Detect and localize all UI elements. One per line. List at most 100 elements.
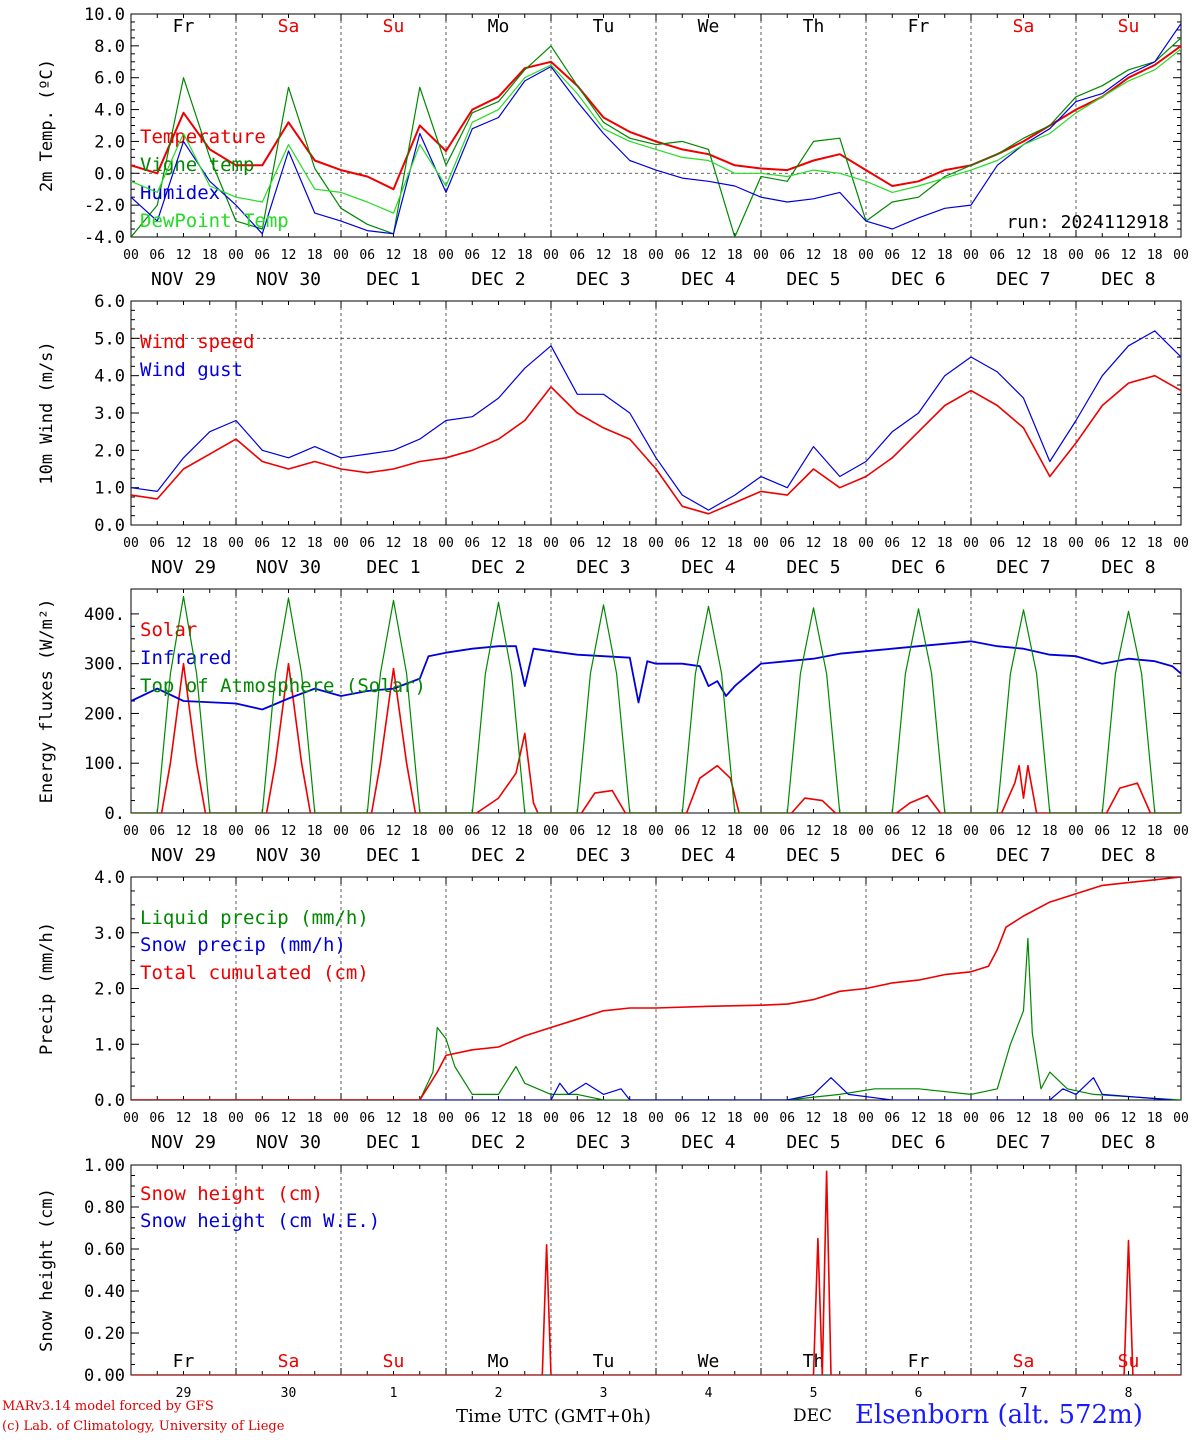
hour-tick-label: 00 xyxy=(753,248,769,263)
hour-tick-label: 12 xyxy=(701,248,717,263)
y-tick-label: 0.20 xyxy=(84,1324,125,1344)
date-label: DEC 1 xyxy=(366,557,420,578)
hour-tick-label: 06 xyxy=(569,1111,585,1126)
hour-tick-label: 18 xyxy=(517,1111,533,1126)
hour-tick-label: 00 xyxy=(648,248,664,263)
date-label: DEC 1 xyxy=(366,269,420,290)
day-number-label: 3 xyxy=(600,1386,608,1401)
y-tick-label: 3.0 xyxy=(94,404,125,424)
day-number-label: 4 xyxy=(705,1386,713,1401)
hour-tick-label: 12 xyxy=(386,536,402,551)
day-name-label: Fr xyxy=(173,16,195,37)
day-name-label: Th xyxy=(803,16,825,37)
hour-tick-label: 06 xyxy=(464,248,480,263)
y-tick-label: 0. xyxy=(105,804,125,824)
hour-tick-label: 06 xyxy=(884,536,900,551)
hour-tick-label: 18 xyxy=(622,248,638,263)
hour-tick-label: 00 xyxy=(858,1111,874,1126)
hour-tick-label: 06 xyxy=(254,1111,270,1126)
hour-tick-label: 18 xyxy=(202,248,218,263)
hour-tick-label: 12 xyxy=(281,824,297,839)
plot-frame xyxy=(130,13,1182,238)
y-tick-label: 300. xyxy=(84,655,125,675)
series-line-2 xyxy=(131,640,1181,711)
y-tick-label: 4.0 xyxy=(94,868,125,888)
date-label: DEC 4 xyxy=(681,1132,735,1153)
date-label: DEC 4 xyxy=(681,845,735,866)
hour-tick-label: 06 xyxy=(464,824,480,839)
hour-tick-label: 06 xyxy=(569,248,585,263)
legend-entry: Solar xyxy=(140,619,197,641)
y-tick-label: 2.0 xyxy=(94,980,125,1000)
legend-entry: Liquid precip (mm/h) xyxy=(140,907,369,929)
hour-tick-label: 00 xyxy=(1068,536,1084,551)
legend-entry: Snow height (cm W.E.) xyxy=(140,1210,380,1232)
day-name-label: Mo xyxy=(488,16,510,37)
hour-tick-label: 06 xyxy=(254,824,270,839)
day-name-label: Su xyxy=(383,1351,405,1372)
hour-tick-label: 00 xyxy=(1173,248,1189,263)
series-line-1 xyxy=(131,662,1181,813)
y-tick-label: 1.0 xyxy=(94,1035,125,1055)
hour-tick-label: 12 xyxy=(911,824,927,839)
day-name-label: Sa xyxy=(278,1351,300,1372)
hour-tick-label: 06 xyxy=(674,536,690,551)
hour-tick-label: 12 xyxy=(701,824,717,839)
date-label: DEC 8 xyxy=(1101,269,1155,290)
hour-tick-label: 06 xyxy=(359,536,375,551)
hour-tick-label: 06 xyxy=(464,1111,480,1126)
hour-tick-label: 12 xyxy=(176,824,192,839)
hour-tick-label: 00 xyxy=(963,824,979,839)
series-line-4 xyxy=(131,48,1181,214)
hour-tick-label: 06 xyxy=(359,1111,375,1126)
hour-tick-label: 00 xyxy=(543,1111,559,1126)
date-label: DEC 1 xyxy=(366,1132,420,1153)
hour-tick-label: 12 xyxy=(911,536,927,551)
y-axis-label: Energy fluxes (W/m²) xyxy=(37,599,57,804)
y-tick-label: 4.0 xyxy=(94,367,125,387)
day-number-label: 6 xyxy=(915,1386,923,1401)
hour-tick-label: 18 xyxy=(727,824,743,839)
date-label: DEC 5 xyxy=(786,1132,840,1153)
hour-tick-label: 00 xyxy=(963,536,979,551)
hour-tick-label: 12 xyxy=(281,1111,297,1126)
hour-tick-label: 00 xyxy=(1068,248,1084,263)
hour-tick-label: 06 xyxy=(464,536,480,551)
hour-tick-label: 18 xyxy=(622,1111,638,1126)
hour-tick-label: 00 xyxy=(123,536,139,551)
hour-tick-label: 18 xyxy=(517,536,533,551)
hour-tick-label: 00 xyxy=(963,248,979,263)
hour-tick-label: 00 xyxy=(1173,536,1189,551)
hour-tick-label: 00 xyxy=(228,536,244,551)
hour-tick-label: 12 xyxy=(806,1111,822,1126)
hour-tick-label: 18 xyxy=(1147,536,1163,551)
hour-tick-label: 00 xyxy=(648,824,664,839)
hour-tick-label: 00 xyxy=(858,248,874,263)
hour-tick-label: 00 xyxy=(1173,824,1189,839)
hour-tick-label: 18 xyxy=(937,824,953,839)
hour-tick-label: 06 xyxy=(674,1111,690,1126)
plot-frame xyxy=(130,588,1182,814)
y-tick-label: 3.0 xyxy=(94,924,125,944)
y-tick-label: -4.0 xyxy=(84,228,125,248)
hour-tick-label: 00 xyxy=(858,536,874,551)
hour-tick-label: 06 xyxy=(149,536,165,551)
hour-tick-label: 06 xyxy=(359,248,375,263)
date-label: DEC 8 xyxy=(1101,557,1155,578)
day-number-label: 7 xyxy=(1020,1386,1028,1401)
series-line-2 xyxy=(131,37,1181,237)
hour-tick-label: 12 xyxy=(1016,248,1032,263)
x-axis-label: Time UTC (GMT+0h) xyxy=(456,1406,651,1427)
legend-entry: Total cumulated (cm) xyxy=(140,962,369,984)
date-label: DEC 2 xyxy=(471,845,525,866)
hour-tick-label: 12 xyxy=(491,1111,507,1126)
hour-tick-label: 00 xyxy=(438,824,454,839)
date-label: DEC 2 xyxy=(471,269,525,290)
hour-tick-label: 18 xyxy=(412,1111,428,1126)
day-name-label: Su xyxy=(383,16,405,37)
day-name-label: Su xyxy=(1118,1351,1140,1372)
hour-tick-label: 18 xyxy=(937,536,953,551)
hour-tick-label: 06 xyxy=(569,536,585,551)
hour-tick-label: 12 xyxy=(176,536,192,551)
legend-entry: Wind speed xyxy=(140,331,254,353)
